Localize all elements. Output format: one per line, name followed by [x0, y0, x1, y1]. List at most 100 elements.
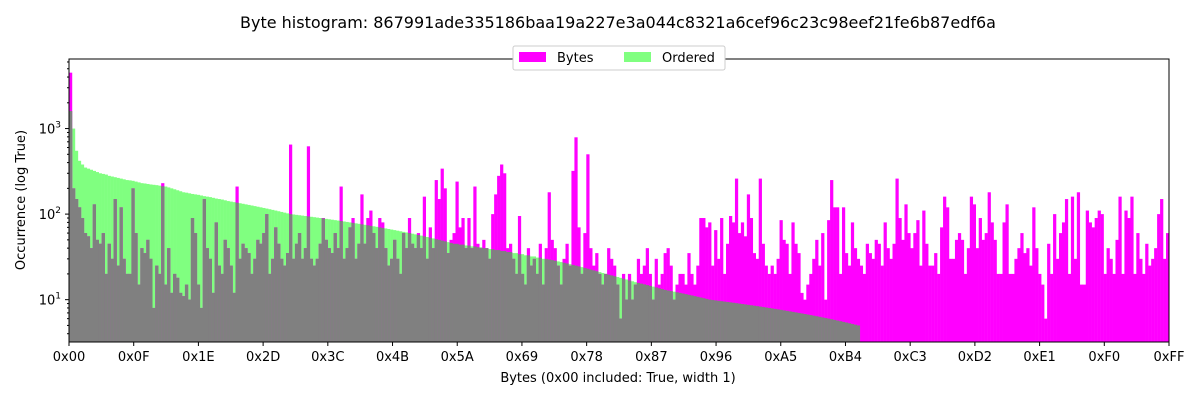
overlap-bar: [217, 265, 221, 342]
overlap-bar: [592, 270, 596, 342]
overlap-bar: [470, 248, 474, 342]
overlap-bar: [286, 253, 290, 342]
overlap-bar: [318, 243, 322, 342]
ordered-bar: [173, 189, 177, 342]
overlap-bar: [244, 248, 248, 342]
overlap-bar: [113, 199, 117, 342]
overlap-bar: [633, 284, 638, 342]
bytes-bar: [1118, 196, 1122, 342]
overlap-bar: [520, 273, 525, 342]
bytes-bar: [1142, 273, 1146, 342]
overlap-bar: [265, 214, 269, 342]
bytes-bar: [571, 170, 575, 342]
overlap-bar: [250, 273, 254, 342]
overlap-bar: [390, 258, 394, 342]
overlap-bar: [354, 258, 358, 342]
overlap-bar: [434, 239, 438, 342]
overlap-bar: [642, 284, 647, 342]
bytes-bar: [931, 265, 935, 342]
overlap-bar: [583, 267, 587, 342]
bytes-bar: [1041, 284, 1045, 342]
bytes-bar: [779, 220, 783, 342]
overlap-bar: [161, 186, 165, 342]
x-tick-label: 0x3C: [311, 350, 344, 365]
y-tick-label: 103: [39, 121, 61, 138]
overlap-bar: [158, 273, 162, 342]
bytes-bar: [949, 258, 953, 342]
bytes-bar: [993, 239, 997, 342]
overlap-bar: [729, 302, 733, 342]
overlap-bar: [422, 236, 427, 342]
overlap-bar: [580, 273, 584, 342]
bytes-bar: [969, 196, 974, 342]
overlap-bar: [164, 284, 168, 342]
overlap-bar: [98, 243, 102, 342]
bytes-bar: [937, 273, 941, 342]
overlap-bar: [488, 258, 492, 342]
bytes-bar: [913, 233, 917, 342]
bytes-bar: [1109, 258, 1113, 342]
y-axis-label: Occurrence (log True): [14, 130, 29, 270]
overlap-bar: [800, 313, 804, 342]
overlap-bar: [184, 284, 189, 342]
overlap-bar: [482, 248, 486, 342]
bytes-bar: [847, 265, 852, 342]
overlap-bar: [681, 293, 685, 342]
bytes-bar: [940, 227, 944, 342]
overlap-bar: [645, 285, 649, 342]
overlap-bar: [630, 299, 635, 342]
overlap-bar: [654, 287, 658, 342]
overlap-bar: [761, 307, 765, 342]
overlap-bar: [425, 258, 429, 342]
overlap-bar: [841, 321, 846, 342]
overlap-bar: [69, 111, 73, 342]
overlap-bar: [711, 300, 715, 342]
bytes-bar: [907, 233, 911, 342]
overlap-bar: [511, 258, 516, 342]
bytes-bar: [981, 239, 985, 342]
bytes-bar: [726, 243, 730, 342]
overlap-bar: [202, 199, 207, 342]
bytes-bar: [841, 207, 846, 342]
overlap-bar: [746, 304, 751, 342]
overlap-bar: [509, 252, 513, 342]
overlap-bar: [821, 317, 825, 342]
x-tick-label: 0xB4: [829, 350, 862, 365]
overlap-bar: [532, 258, 537, 342]
bytes-bar: [844, 253, 849, 342]
overlap-bar: [758, 306, 762, 342]
overlap-bar: [351, 222, 355, 342]
bytes-bar: [717, 258, 721, 342]
overlap-bar: [809, 315, 813, 342]
x-tick-label: 0xE1: [1023, 350, 1055, 365]
x-tick-label: 0x4B: [376, 350, 409, 365]
x-tick-label: 0x00: [53, 350, 86, 365]
overlap-bar: [639, 283, 644, 342]
bytes-bar: [1067, 273, 1072, 342]
overlap-bar: [211, 292, 215, 342]
x-tick-label: 0x96: [700, 350, 733, 365]
overlap-bar: [577, 266, 581, 342]
ordered-bar: [181, 192, 186, 342]
bytes-bar: [1023, 253, 1027, 342]
bytes-bar: [1082, 284, 1087, 342]
overlap-bar: [196, 284, 201, 342]
overlap-bar: [309, 258, 314, 342]
overlap-bar: [214, 222, 218, 342]
overlap-bar: [788, 311, 792, 342]
overlap-bar: [598, 273, 602, 342]
bytes-bar: [776, 258, 780, 342]
bytes-bar: [892, 243, 896, 342]
bytes-bar: [960, 239, 965, 342]
overlap-bar: [491, 249, 495, 342]
overlap-bar: [779, 309, 783, 342]
bytes-bar: [586, 154, 590, 342]
overlap-bar: [856, 325, 861, 342]
overlap-bar: [452, 243, 456, 342]
overlap-bar: [764, 307, 768, 342]
x-tick-label: 0x78: [570, 350, 603, 365]
overlap-bar: [404, 248, 409, 342]
overlap-bar: [544, 258, 548, 342]
bytes-bar: [1136, 233, 1140, 342]
overlap-bar: [190, 218, 195, 342]
